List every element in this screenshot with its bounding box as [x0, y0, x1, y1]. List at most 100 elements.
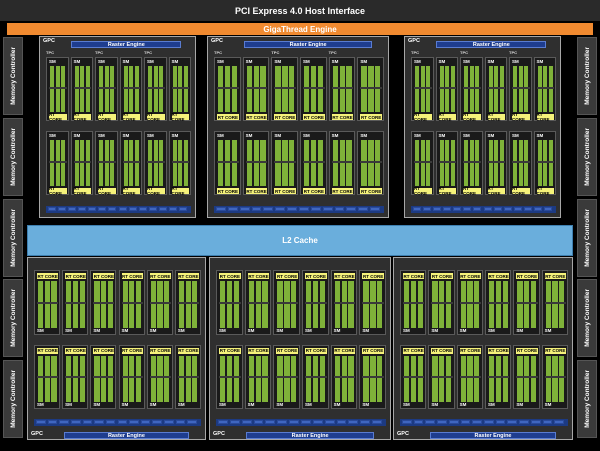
raster-interface-row [34, 419, 201, 426]
sm-label: SM [536, 133, 544, 138]
tensor-band [73, 160, 91, 163]
tensor-band [37, 376, 59, 379]
sm-label: SM [65, 402, 72, 407]
memory-cell [402, 420, 412, 424]
rt-core: RT CORE [171, 112, 189, 122]
cuda-cores [79, 281, 85, 328]
cuda-cores [404, 355, 410, 402]
tensor-band [516, 376, 538, 379]
tensor-band [122, 86, 140, 89]
cuda-cores [495, 355, 502, 402]
cuda-cores [178, 140, 182, 186]
sm-label: SM [331, 59, 339, 64]
tensor-band [512, 86, 530, 89]
tensor-band [536, 160, 554, 163]
cuda-cores [282, 140, 288, 186]
raster-interface-row [400, 419, 568, 426]
cuda-cores [291, 281, 297, 328]
memory-cell [360, 420, 371, 424]
cuda-cores [537, 140, 542, 186]
memory-cell [348, 420, 359, 424]
sm-block: SM RT CORE [273, 344, 300, 409]
tpc-label: TPC [460, 50, 468, 55]
sm-label: SM [331, 133, 339, 138]
cuda-cores [282, 66, 288, 112]
cuda-cores [543, 140, 547, 186]
cuda-cores [148, 66, 152, 112]
raster-engine: Raster Engine [246, 432, 374, 439]
sm-label: SM [122, 59, 130, 64]
raster-interface-row [46, 206, 191, 213]
cuda-cores [172, 140, 177, 186]
memory-cell [437, 420, 447, 424]
cuda-cores [104, 140, 109, 186]
memory-cell [218, 420, 228, 424]
cuda-cores [306, 355, 312, 402]
cuda-cores [518, 140, 523, 186]
memory-cell [413, 420, 424, 424]
gpc-label: GPC [31, 431, 43, 437]
sm-label: SM [463, 59, 470, 64]
memory-cell [523, 207, 532, 211]
cuda-cores [410, 355, 417, 402]
memory-cell [58, 207, 67, 211]
cuda-cores [319, 281, 326, 328]
rt-core: RT CORE [219, 273, 241, 279]
cuda-cores [469, 140, 474, 186]
sm-block: SM RT CORE [244, 270, 272, 335]
tensor-band [274, 86, 296, 89]
sm-label: SM [274, 59, 282, 64]
tpc-label: TPC [328, 50, 337, 55]
sm-block: SM RT CORE [95, 131, 118, 196]
rt-core: RT CORE [463, 112, 481, 122]
sm-block: SM RT CORE [300, 57, 327, 121]
cuda-cores [246, 140, 253, 186]
memory-controller: Memory Controller [577, 360, 597, 438]
rt-core: RT CORE [245, 188, 268, 194]
cuda-cores [415, 140, 419, 186]
memory-controller-label: Memory Controller [583, 128, 591, 186]
tensor-band [276, 301, 298, 304]
cuda-cores [439, 66, 444, 112]
memory-cell [59, 420, 69, 424]
tensor-band [488, 301, 510, 304]
memory-controller-label: Memory Controller [9, 47, 17, 105]
sm-block: SM RT CORE [271, 131, 298, 195]
sm-label: SM [98, 59, 105, 64]
sm-block: SM RT CORE [456, 344, 483, 409]
l2-cache: L2 Cache [27, 225, 573, 256]
tensor-band [459, 376, 481, 379]
tpc-label: TPC [411, 50, 419, 55]
memory-controller: Memory Controller [3, 199, 23, 277]
tensor-band [245, 86, 268, 89]
cuda-cores [79, 355, 85, 402]
cuda-cores [51, 281, 57, 328]
cuda-cores [135, 355, 142, 402]
cuda-cores [55, 66, 60, 112]
cuda-cores [129, 281, 135, 328]
memory-cell [108, 207, 117, 211]
tensor-band [431, 376, 453, 379]
memory-cell [105, 420, 116, 424]
tensor-band [362, 301, 384, 304]
memory-cell [336, 420, 347, 424]
sm-label: SM [122, 133, 130, 138]
tpc-label: TPC [144, 50, 152, 55]
cuda-cores [94, 281, 100, 328]
cuda-cores [377, 355, 383, 402]
rt-core: RT CORE [516, 273, 538, 279]
memory-cell [425, 420, 436, 424]
memory-controller: Memory Controller [3, 360, 23, 438]
rt-core: RT CORE [331, 114, 354, 120]
rt-core: RT CORE [536, 112, 554, 122]
memory-cell [70, 420, 81, 424]
cuda-cores [66, 281, 72, 328]
sm-label: SM [438, 59, 446, 64]
cuda-cores [178, 355, 185, 402]
rt-core: RT CORE [303, 188, 325, 194]
memory-cell [48, 207, 57, 211]
memory-cell [251, 207, 262, 211]
memory-cell [554, 420, 564, 424]
rt-core: RT CORE [98, 186, 116, 196]
memory-cell [423, 207, 432, 211]
